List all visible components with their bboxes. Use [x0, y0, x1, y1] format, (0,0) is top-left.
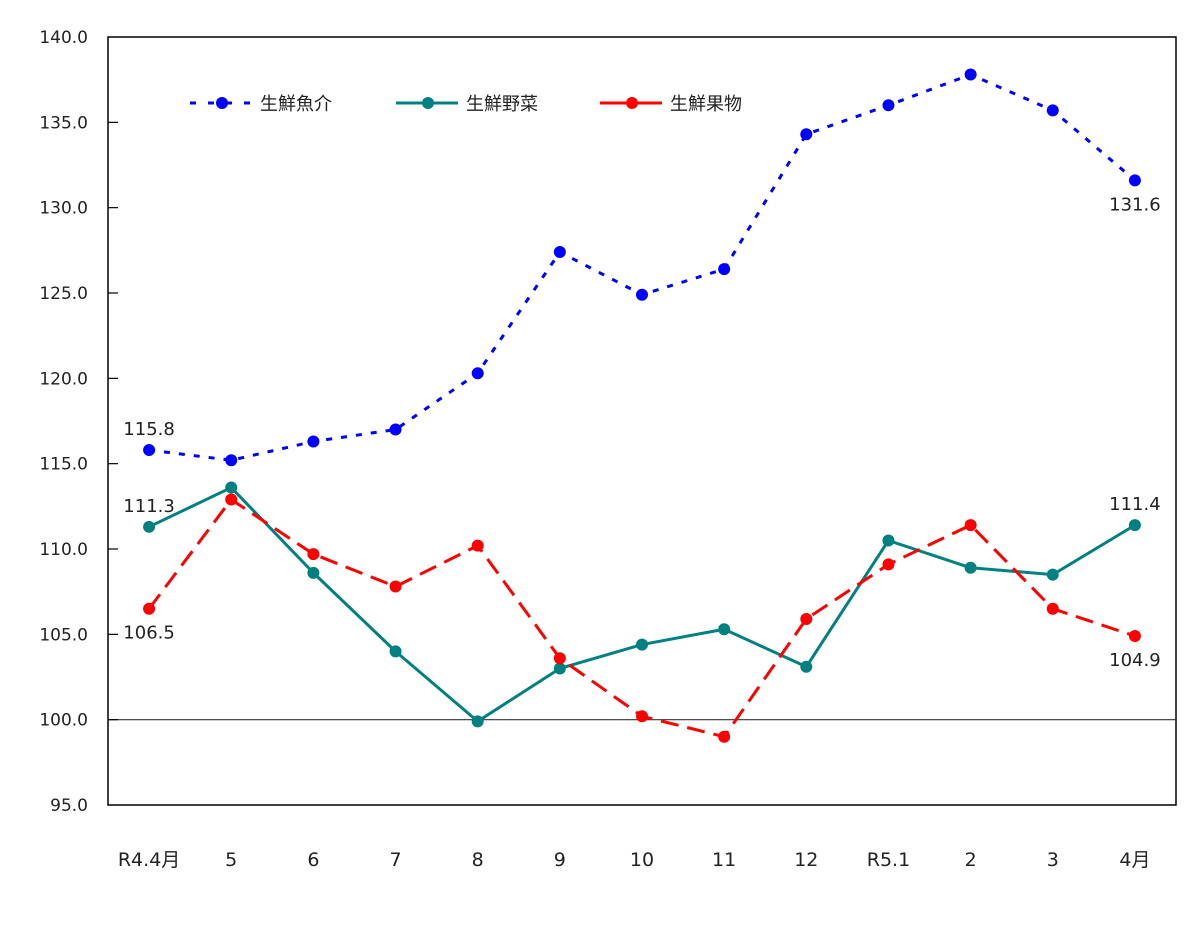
y-tick-label: 105.0 [39, 625, 88, 645]
x-tick-label: 3 [1047, 849, 1059, 871]
series-3 [143, 493, 1141, 743]
x-tick-label: R4.4月 [118, 849, 180, 871]
data-label: 104.9 [1109, 650, 1161, 671]
data-labels: 115.8 131.6 111.3 111.4 106.5 104.9 [123, 194, 1160, 671]
data-point-marker [471, 715, 484, 728]
plot-frame [107, 36, 1177, 806]
data-point-marker [800, 660, 813, 673]
data-point-marker [636, 288, 648, 301]
data-label: 131.6 [1109, 194, 1161, 215]
data-point-marker [389, 580, 402, 593]
data-point-marker [636, 638, 648, 651]
legend-label: 生鮮果物 [670, 94, 742, 115]
data-point-marker [143, 602, 156, 615]
data-point-marker [1128, 174, 1141, 187]
x-tick-label: 5 [225, 849, 237, 871]
data-point-marker [553, 662, 566, 675]
data-point-marker [471, 367, 484, 380]
data-label: 106.5 [123, 623, 175, 644]
y-axis: 95.0 100.0 105.0 110.0 115.0 120.0 125.0 130.0 1… [39, 28, 118, 816]
data-point-marker [389, 423, 402, 436]
data-point-marker [964, 519, 977, 532]
y-tick-label: 100.0 [39, 711, 88, 731]
data-point-marker [553, 652, 566, 665]
y-tick-label: 120.0 [39, 369, 88, 389]
x-tick-label: 2 [965, 849, 977, 871]
data-point-marker [718, 623, 731, 636]
data-point-marker [143, 520, 156, 533]
series-layer [143, 68, 1141, 743]
y-tick-label: 130.0 [39, 199, 88, 219]
legend: 生鮮魚介 生鮮野菜 生鮮果物 [190, 94, 742, 115]
y-tick-label: 115.0 [39, 455, 88, 475]
y-tick-label: 135.0 [39, 113, 88, 133]
data-point-marker [882, 534, 895, 547]
series-1 [143, 68, 1141, 467]
data-label: 111.4 [1109, 494, 1161, 515]
x-tick-label: 4月 [1119, 849, 1150, 871]
y-tick-label: 125.0 [39, 284, 88, 304]
data-label: 111.3 [123, 496, 175, 517]
legend-item-1: 生鮮魚介 [190, 94, 332, 115]
y-tick-label: 110.0 [39, 540, 88, 560]
x-tick-label: 12 [794, 849, 818, 871]
data-point-marker [1046, 602, 1059, 615]
data-point-marker [307, 435, 320, 448]
y-tick-label: 95.0 [50, 796, 88, 816]
data-point-marker [1128, 630, 1141, 643]
y-tick-label: 140.0 [39, 28, 88, 48]
legend-marker-icon [422, 97, 434, 109]
x-tick-label: 8 [472, 849, 484, 871]
data-point-marker [718, 730, 731, 743]
data-point-marker [964, 561, 977, 574]
data-point-marker [1046, 568, 1059, 581]
legend-marker-icon [626, 97, 638, 109]
data-point-marker [882, 99, 895, 112]
data-point-marker [225, 493, 238, 506]
data-point-marker [389, 645, 402, 658]
series-2 [143, 481, 1141, 728]
data-point-marker [1046, 104, 1059, 117]
data-label: 115.8 [123, 419, 175, 440]
x-tick-label: 9 [554, 849, 566, 871]
data-point-marker [964, 68, 977, 81]
data-point-marker [225, 481, 238, 494]
data-point-marker [800, 128, 813, 141]
data-point-marker [225, 454, 238, 467]
legend-item-2: 生鮮野菜 [396, 94, 538, 115]
data-point-marker [636, 710, 648, 723]
data-point-marker [307, 566, 320, 579]
data-point-marker [882, 558, 895, 571]
legend-item-3: 生鮮果物 [600, 94, 742, 115]
legend-marker-icon [216, 97, 228, 109]
legend-label: 生鮮野菜 [466, 94, 538, 115]
data-point-marker [143, 444, 156, 457]
data-point-marker [718, 263, 731, 276]
x-tick-label: 7 [389, 849, 401, 871]
x-axis: R4.4月 5 6 7 8 9 10 11 12 R5.1 2 3 4月 [118, 849, 1151, 871]
x-tick-label: R5.1 [867, 849, 910, 871]
data-point-marker [553, 246, 566, 259]
x-tick-label: 10 [630, 849, 654, 871]
data-point-marker [307, 548, 320, 561]
x-tick-label: 6 [307, 849, 319, 871]
data-point-marker [1128, 519, 1141, 532]
data-point-marker [471, 539, 484, 552]
x-tick-label: 11 [712, 849, 736, 871]
legend-label: 生鮮魚介 [260, 94, 332, 115]
data-point-marker [800, 612, 813, 625]
